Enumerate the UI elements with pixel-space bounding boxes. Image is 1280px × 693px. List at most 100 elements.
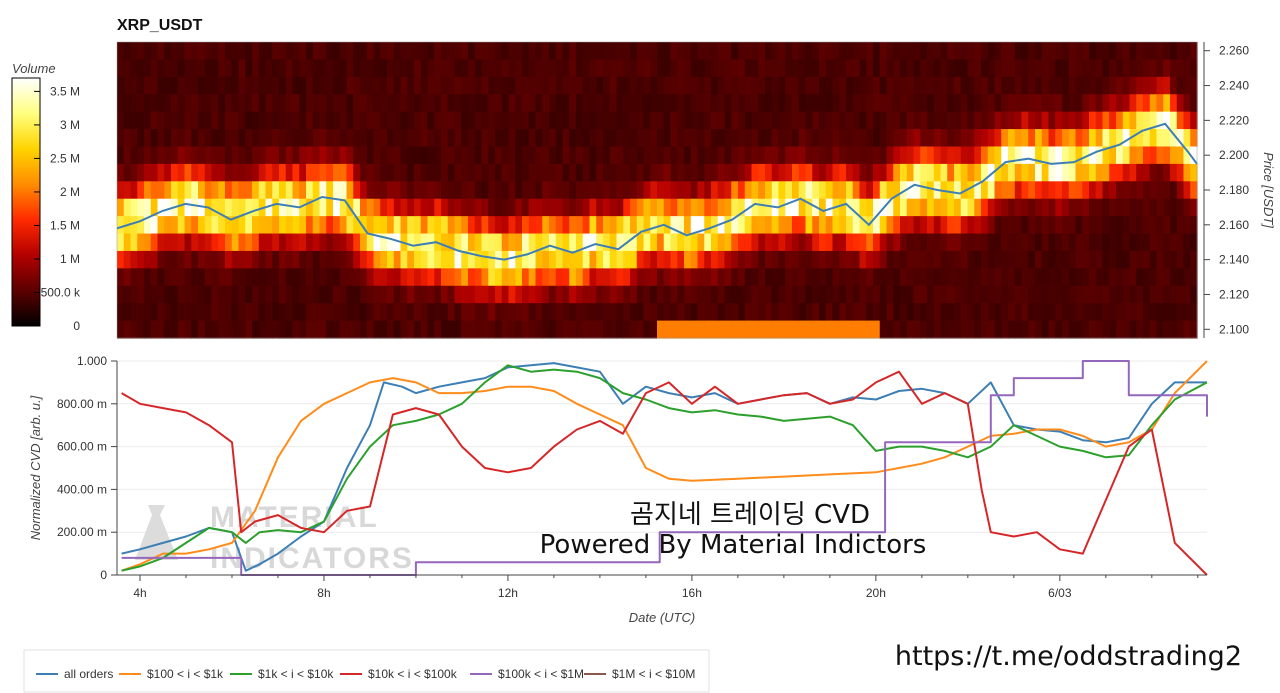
heatmap-cell (387, 76, 395, 95)
heatmap-cell (744, 216, 753, 235)
heatmap-cell (1116, 250, 1124, 269)
heatmap-cell (1062, 268, 1070, 287)
heatmap-cell (306, 216, 314, 235)
heatmap-cell (150, 59, 159, 78)
heatmap-cell (339, 216, 348, 235)
heatmap-cell (839, 320, 847, 339)
heatmap-cell (758, 250, 766, 269)
heatmap-cell (738, 76, 746, 95)
heatmap-cell (441, 181, 449, 200)
legend-label[interactable]: $1k < i < $10k (258, 667, 334, 681)
heatmap-cell (1183, 303, 1191, 322)
heatmap-cell (461, 250, 469, 269)
heatmap-cell (569, 181, 577, 200)
heatmap-cell (373, 198, 381, 217)
heatmap-cell (299, 198, 307, 217)
heatmap-cell (987, 198, 996, 217)
telegram-link[interactable]: https://t.me/oddstrading2 (895, 641, 1242, 672)
heatmap-cell (690, 94, 699, 113)
heatmap-cell (805, 250, 813, 269)
heatmap-cell (272, 94, 280, 113)
heatmap-cell (522, 198, 530, 217)
heatmap-cell (603, 129, 611, 148)
heatmap-cell (933, 129, 942, 148)
heatmap-cell (623, 111, 631, 130)
heatmap-cell (319, 198, 327, 217)
heatmap-cell (623, 216, 631, 235)
heatmap-cell (1116, 285, 1124, 304)
heatmap-cell (387, 198, 395, 217)
heatmap-cell (312, 285, 321, 304)
heatmap-cell (427, 250, 435, 269)
heatmap-cell (454, 146, 462, 165)
heatmap-cell (947, 320, 955, 339)
legend-label[interactable]: $100k < i < $1M (498, 667, 584, 681)
heatmap-cell (589, 129, 597, 148)
heatmap-cell (1014, 303, 1023, 322)
heatmap-cell (657, 250, 665, 269)
heatmap-cell (974, 320, 982, 339)
legend-label[interactable]: all orders (64, 667, 113, 681)
legend-label[interactable]: $10k < i < $100k (368, 667, 458, 681)
heatmap-cell (1048, 216, 1056, 235)
heatmap-cell (461, 111, 469, 130)
heatmap-cell (420, 233, 429, 252)
heatmap-cell (555, 250, 564, 269)
heatmap-cell (650, 250, 658, 269)
heatmap-cell (1102, 146, 1110, 165)
heatmap-cell (191, 198, 199, 217)
heatmap-cell (461, 216, 469, 235)
heatmap-cell (697, 198, 705, 217)
heatmap-cell (589, 181, 597, 200)
heatmap-cell (299, 233, 307, 252)
heatmap-cell (312, 146, 321, 165)
heatmap-cell (238, 111, 246, 130)
heatmap-cell (650, 59, 658, 78)
heatmap-cell (913, 129, 921, 148)
heatmap-cell (650, 233, 658, 252)
heatmap-cell (353, 111, 361, 130)
legend-label[interactable]: $100 < i < $1k (147, 667, 224, 681)
heatmap-cell (555, 198, 564, 217)
heatmap-cell (677, 163, 685, 182)
heatmap-cell (1014, 268, 1023, 287)
heatmap-cell (738, 163, 746, 182)
heatmap-cell (461, 42, 469, 61)
heatmap-cell (886, 268, 894, 287)
heatmap-cell (474, 42, 483, 61)
heatmap-cell (333, 216, 341, 235)
heatmap-cell (1109, 94, 1117, 113)
heatmap-cell (798, 268, 807, 287)
heatmap-cell (900, 94, 908, 113)
heatmap-cell (164, 111, 172, 130)
heatmap-cell (1109, 59, 1117, 78)
heatmap-cell (488, 285, 496, 304)
heatmap-cell (441, 59, 449, 78)
heatmap-cell (1001, 163, 1009, 182)
heatmap-cell (981, 76, 989, 95)
heatmap-cell (1156, 129, 1164, 148)
heatmap-cell (468, 76, 476, 95)
heatmap-cell (1075, 268, 1083, 287)
heatmap-cell (1008, 181, 1016, 200)
heatmap-cell (1068, 250, 1077, 269)
heatmap-cell (569, 233, 577, 252)
heatmap-cell (920, 250, 928, 269)
heatmap-cell (258, 76, 267, 95)
heatmap-cell (900, 129, 908, 148)
heatmap-cell (832, 129, 840, 148)
heatmap-cell (218, 163, 226, 182)
heatmap-cell (866, 111, 874, 130)
heatmap-cell (1176, 320, 1185, 339)
heatmap-cell (171, 320, 179, 339)
heatmap-cell (1163, 111, 1171, 130)
heatmap-cell (427, 94, 435, 113)
heatmap-cell (832, 111, 840, 130)
legend-label[interactable]: $1M < i < $10M (612, 667, 695, 681)
heatmap-cell (994, 268, 1002, 287)
heatmap-cell (1176, 94, 1185, 113)
heatmap-cell (1116, 268, 1124, 287)
heatmap-cell (900, 198, 908, 217)
heatmap-cell (387, 129, 395, 148)
heatmap-cell (670, 233, 678, 252)
